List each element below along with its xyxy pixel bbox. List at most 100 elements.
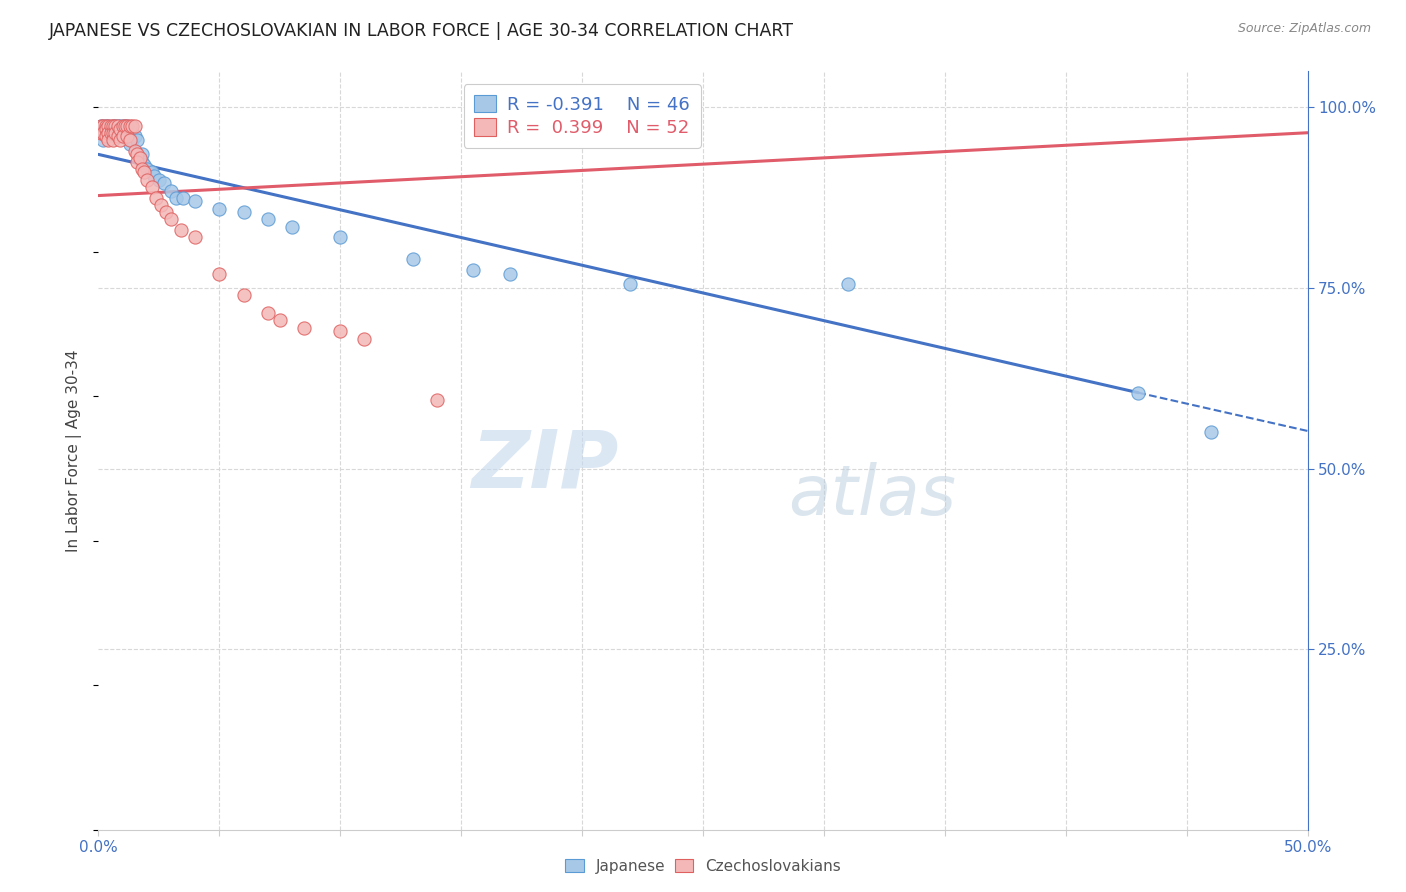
Point <box>256 212 278 227</box>
Text: JAPANESE VS CZECHOSLOVAKIAN IN LABOR FORCE | AGE 30-34 CORRELATION CHART: JAPANESE VS CZECHOSLOVAKIAN IN LABOR FOR… <box>49 22 794 40</box>
Point <box>1128 385 1150 400</box>
Point <box>111 119 134 133</box>
Point <box>101 119 124 133</box>
Point <box>232 288 254 302</box>
Point <box>127 133 149 147</box>
Point <box>107 119 129 133</box>
Point <box>94 119 117 133</box>
Point <box>128 151 150 165</box>
Point <box>134 165 156 179</box>
Point <box>117 129 139 144</box>
Point <box>131 154 153 169</box>
Point <box>155 205 177 219</box>
Point <box>117 119 139 133</box>
Point <box>281 219 304 234</box>
Point <box>97 133 120 147</box>
Point <box>141 165 163 179</box>
Point <box>104 119 127 133</box>
Legend: Japanese, Czechoslovakians: Japanese, Czechoslovakians <box>560 853 846 880</box>
Point <box>97 126 120 140</box>
Point <box>463 263 485 277</box>
Point <box>117 119 139 133</box>
Point <box>208 267 231 281</box>
Point <box>101 126 124 140</box>
Point <box>121 133 143 147</box>
Point <box>91 126 114 140</box>
Point <box>101 119 124 133</box>
Point <box>124 119 146 133</box>
Point <box>108 122 131 136</box>
Point <box>353 332 375 346</box>
Point <box>160 212 183 227</box>
Point <box>165 191 187 205</box>
Point <box>90 126 112 140</box>
Point <box>160 184 183 198</box>
Point <box>108 119 131 133</box>
Point <box>1199 425 1222 440</box>
Point <box>135 161 157 176</box>
Point <box>135 172 157 186</box>
Point <box>118 133 141 147</box>
Point <box>169 223 191 237</box>
Y-axis label: In Labor Force | Age 30-34: In Labor Force | Age 30-34 <box>66 349 83 552</box>
Text: ZIP: ZIP <box>471 426 619 505</box>
Point <box>94 122 117 136</box>
Point <box>90 119 112 133</box>
Point <box>114 119 136 133</box>
Point <box>131 147 153 161</box>
Point <box>134 158 156 172</box>
Point <box>837 277 859 292</box>
Point <box>121 119 143 133</box>
Point <box>94 119 117 133</box>
Point <box>150 198 173 212</box>
Point <box>101 133 124 147</box>
Point <box>118 119 141 133</box>
Point <box>172 191 194 205</box>
Point <box>143 169 166 183</box>
Point <box>94 129 117 144</box>
Point <box>111 129 134 144</box>
Point <box>100 122 122 136</box>
Point <box>127 154 149 169</box>
Point <box>100 119 122 133</box>
Text: atlas: atlas <box>787 462 956 530</box>
Point <box>124 144 146 158</box>
Point <box>107 129 129 144</box>
Point <box>118 136 141 151</box>
Point <box>127 147 149 161</box>
Point <box>184 194 207 209</box>
Point <box>114 119 136 133</box>
Point <box>232 205 254 219</box>
Point <box>128 151 150 165</box>
Point <box>97 119 120 133</box>
Point <box>104 119 127 133</box>
Point <box>148 172 170 186</box>
Point <box>100 126 122 140</box>
Point <box>152 176 174 190</box>
Point <box>145 191 167 205</box>
Point <box>124 129 146 144</box>
Point <box>91 119 114 133</box>
Point <box>141 180 163 194</box>
Point <box>426 392 449 407</box>
Point <box>111 119 134 133</box>
Text: Source: ZipAtlas.com: Source: ZipAtlas.com <box>1237 22 1371 36</box>
Legend: R = -0.391    N = 46, R =  0.399    N = 52: R = -0.391 N = 46, R = 0.399 N = 52 <box>464 84 700 148</box>
Point <box>90 119 112 133</box>
Point <box>619 277 641 292</box>
Point <box>107 119 129 133</box>
Point <box>107 129 129 144</box>
Point <box>91 133 114 147</box>
Point <box>104 129 127 144</box>
Point <box>108 133 131 147</box>
Point <box>329 324 352 338</box>
Point <box>329 230 352 244</box>
Point <box>91 119 114 133</box>
Point <box>402 252 425 266</box>
Point <box>97 119 120 133</box>
Point <box>208 202 231 216</box>
Point <box>131 161 153 176</box>
Point <box>184 230 207 244</box>
Point <box>256 306 278 320</box>
Point <box>292 320 315 334</box>
